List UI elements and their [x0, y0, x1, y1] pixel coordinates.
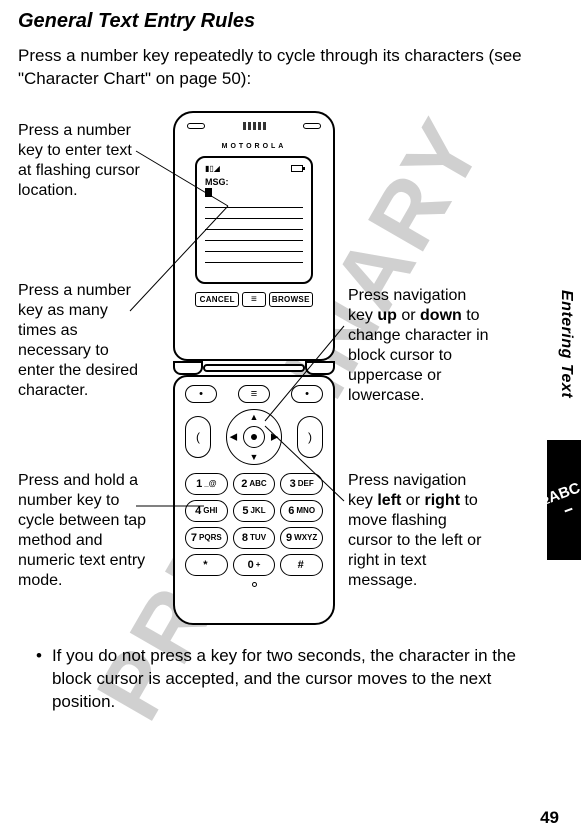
page-content: General Text Entry Rules Press a number … — [0, 0, 581, 714]
keypad-key: 3DEF — [280, 473, 323, 495]
keypad-key: 7PQRS — [185, 527, 228, 549]
bullet-item: • If you do not press a key for two seco… — [18, 645, 543, 714]
phone-screen: ▮▯◢ MSG: — [195, 156, 313, 284]
section-heading: General Text Entry Rules — [18, 10, 543, 33]
soft-button-left: • — [185, 385, 217, 403]
nav-up-icon: ▲ — [250, 412, 259, 422]
speaker-row — [175, 113, 333, 131]
msg-label: MSG: — [205, 177, 303, 187]
soft-button-right: • — [291, 385, 323, 403]
callout-bold: down — [420, 307, 462, 324]
callout-bold: up — [377, 307, 397, 324]
phone-illustration: MOTOROLA ▮▯◢ MSG: CANCEL — [173, 111, 335, 625]
callout-left-2: Press a number key as many times as nece… — [18, 281, 148, 401]
text-line — [205, 197, 303, 208]
callout-right-1: Press navigation key up or down to chang… — [348, 286, 493, 406]
text-line — [205, 241, 303, 252]
keypad-key: 9WXYZ — [280, 527, 323, 549]
nav-center — [243, 426, 265, 448]
speaker-grille — [234, 121, 274, 131]
cursor-line — [205, 187, 303, 197]
keypad-key: 4GHI — [185, 500, 228, 522]
phone-flip-top: MOTOROLA ▮▯◢ MSG: CANCEL — [173, 111, 335, 361]
keypad-key: # — [280, 554, 323, 576]
side-section-label: Entering Text — [557, 290, 575, 398]
text-line — [205, 252, 303, 263]
phone-hinge — [173, 361, 335, 375]
speaker-hole-right — [303, 123, 321, 129]
navigation-pad: ▲ ▼ ◀ ▶ — [226, 409, 282, 465]
signal-icon: ▮▯◢ — [205, 164, 220, 173]
callout-bold: right — [424, 492, 460, 509]
intro-paragraph: Press a number key repeatedly to cycle t… — [18, 45, 543, 91]
text-line — [205, 219, 303, 230]
nav-down-icon: ▼ — [250, 452, 259, 462]
microphone-icon — [252, 582, 257, 587]
keypad-key: 6MNO — [280, 500, 323, 522]
keypad-key: 1_@ — [185, 473, 228, 495]
side-chapter-icon: 2ABC — [547, 440, 581, 560]
softkey-cancel: CANCEL — [195, 292, 239, 307]
text-line — [205, 208, 303, 219]
nav-right-icon: ▶ — [271, 431, 278, 442]
figure-area: Press a number key to enter text at flas… — [18, 111, 543, 641]
keypad-key: * — [185, 554, 228, 576]
softkey-menu: ≡ — [242, 292, 265, 307]
softkey-row: CANCEL ≡ BROWSE — [195, 292, 313, 307]
page-number: 49 — [540, 808, 559, 828]
phone-keypad-section: • ≡ • ( ▲ ▼ ◀ ▶ ) 1_@2ABC3DEF 4GHI5JKL6MN… — [173, 375, 335, 625]
text-line — [205, 230, 303, 241]
status-bar: ▮▯◢ — [205, 164, 303, 174]
block-cursor — [205, 188, 212, 197]
callout-left-1: Press a number key to enter text at flas… — [18, 121, 148, 201]
side-tab: Entering Text 2ABC — [545, 290, 581, 530]
keypad-key: 8TUV — [233, 527, 276, 549]
nav-left-icon: ◀ — [230, 431, 237, 442]
menu-button: ≡ — [238, 385, 270, 403]
callout-text: or — [397, 307, 420, 324]
end-button: ) — [297, 416, 323, 458]
callout-bold: left — [377, 492, 401, 509]
battery-icon — [291, 165, 303, 172]
bullet-dot: • — [36, 645, 42, 714]
callout-right-2: Press navigation key left or right to mo… — [348, 471, 493, 591]
softkey-browse: BROWSE — [269, 292, 313, 307]
keypad-key: 5JKL — [233, 500, 276, 522]
top-button-row: • ≡ • — [185, 385, 323, 403]
keypad-key: 2ABC — [233, 473, 276, 495]
bullet-text: If you do not press a key for two second… — [52, 645, 543, 714]
phone-brand: MOTOROLA — [175, 143, 333, 150]
callout-left-3: Press and hold a number key to cycle bet… — [18, 471, 148, 591]
keypad: 1_@2ABC3DEF 4GHI5JKL6MNO 7PQRS8TUV9WXYZ *0+… — [185, 473, 323, 576]
abc-icon: 2ABC — [541, 481, 581, 519]
speaker-hole-left — [187, 123, 205, 129]
callout-text: or — [401, 492, 424, 509]
keypad-key: 0+ — [233, 554, 276, 576]
call-button: ( — [185, 416, 211, 458]
nav-row: ( ▲ ▼ ◀ ▶ ) — [185, 409, 323, 465]
